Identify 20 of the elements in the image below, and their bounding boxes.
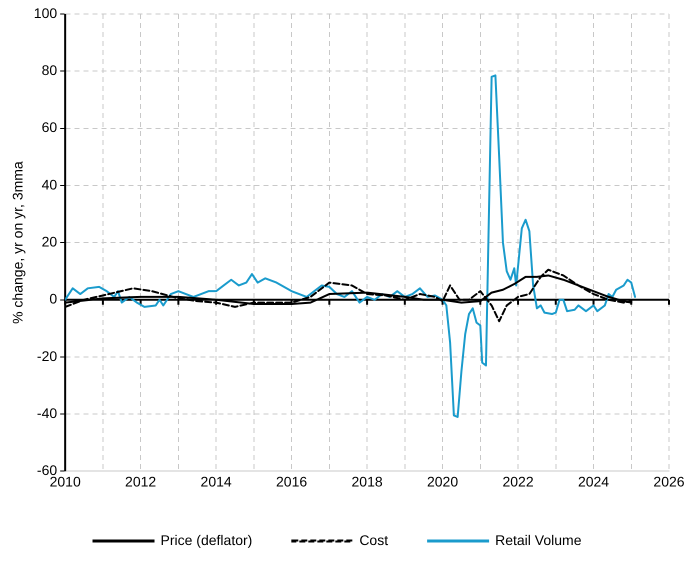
x-tick-label: 2022 (502, 473, 534, 490)
x-tick-label: 2026 (653, 473, 685, 490)
x-tick-label: 2014 (200, 473, 232, 490)
y-tick-label: -20 (36, 348, 58, 364)
y-tick-label: -40 (36, 404, 58, 421)
x-tick-label: 2016 (276, 473, 308, 490)
y-tick-label: 20 (42, 233, 58, 250)
legend-label: Price (deflator) (160, 532, 252, 548)
x-tick-label: 2020 (426, 473, 458, 490)
y-axis-title: % change, yr on yr, 3mma (9, 161, 26, 324)
y-tick-label: 0 (49, 290, 58, 307)
legend-label: Cost (359, 532, 388, 548)
x-tick-label: 2024 (578, 473, 610, 490)
y-tick-label: 100 (34, 4, 58, 21)
y-tick-label: 60 (42, 119, 58, 136)
legend-label: Retail Volume (495, 532, 582, 548)
x-tick-label: 2018 (352, 473, 383, 490)
y-tick-label: 40 (42, 176, 58, 192)
y-tick-label: 80 (42, 62, 58, 78)
x-tick-label: 2012 (125, 473, 156, 490)
